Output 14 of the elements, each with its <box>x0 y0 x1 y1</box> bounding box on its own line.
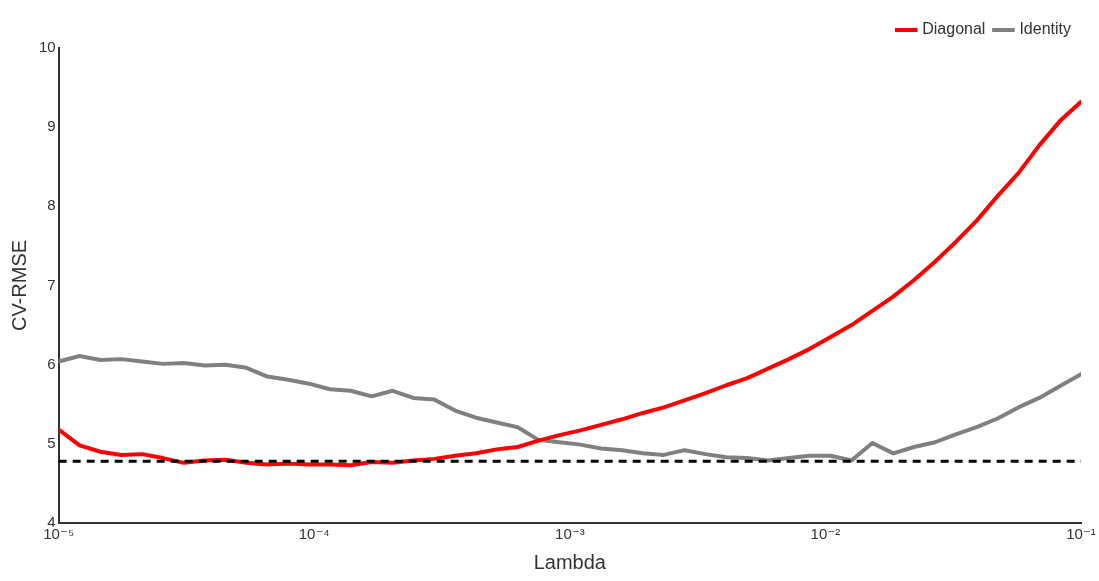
x-axis-title: Lambda <box>533 550 607 573</box>
x-tick-label: 10⁻⁴ <box>298 525 330 543</box>
y-tick-label: 10 <box>39 38 56 56</box>
x-tick-label: 10⁻³ <box>555 525 585 543</box>
y-tick-label: 9 <box>47 117 56 135</box>
x-tick-label: 10⁻² <box>810 525 841 543</box>
x-tick-label: 10⁻¹ <box>1066 525 1096 543</box>
legend-label: Diagonal <box>922 20 986 38</box>
legend-label: Identity <box>1019 20 1072 38</box>
y-axis-title: CV-RMSE <box>7 239 30 332</box>
y-tick-label: 8 <box>47 196 56 214</box>
y-tick-label: 5 <box>47 433 56 451</box>
y-tick-label: 6 <box>47 354 56 372</box>
y-tick-label: 7 <box>47 275 56 293</box>
